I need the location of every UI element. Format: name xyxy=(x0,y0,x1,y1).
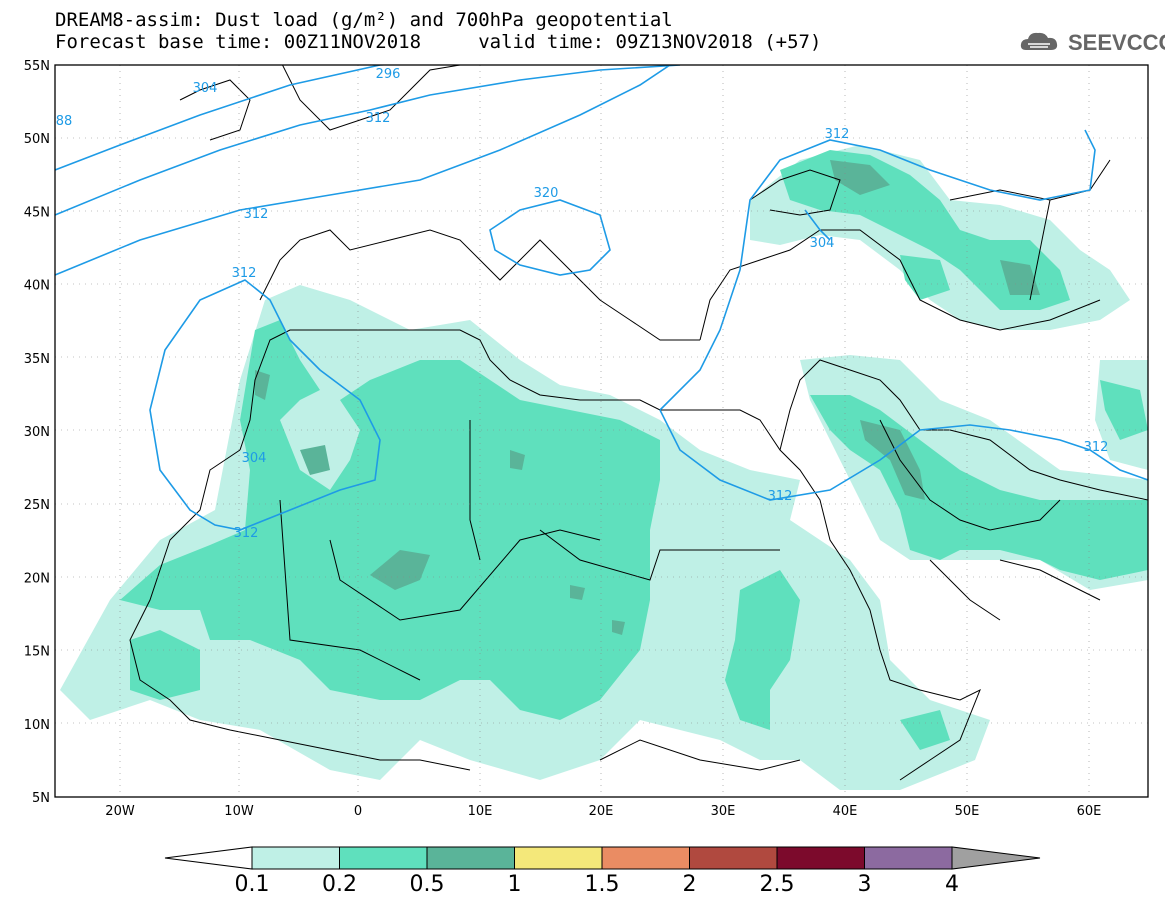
colorbar-segment xyxy=(514,846,603,870)
contour-label: 312 xyxy=(234,526,259,541)
lat-label: 55N xyxy=(24,59,50,74)
dust-dark xyxy=(255,160,1040,635)
lon-labels: 20W 10W 0 10E 20E 30E 40E 50E 60E xyxy=(105,804,1101,819)
lon-label: 10E xyxy=(468,804,493,819)
lat-label: 25N xyxy=(24,498,50,513)
lon-label: 0 xyxy=(354,804,362,819)
coastlines xyxy=(129,65,1148,781)
contour-label: 312 xyxy=(825,127,850,142)
contour-label: 320 xyxy=(534,186,559,201)
contour-label: 304 xyxy=(193,81,218,96)
contour-label: 304 xyxy=(242,451,267,466)
lat-labels: 55N 50N 45N 40N 35N 30N 25N 20N 15N 10N 5N xyxy=(24,59,50,806)
lon-label: 60E xyxy=(1077,804,1102,819)
lon-label: 50E xyxy=(955,804,980,819)
lat-label: 40N xyxy=(24,279,50,294)
colorbar-segment xyxy=(776,846,865,870)
contour-label: 312 xyxy=(244,207,269,222)
lon-label: 20E xyxy=(589,804,614,819)
colorbar-label: 0.1 xyxy=(234,872,270,897)
colorbar-segment xyxy=(251,846,340,870)
colorbar-label: 1 xyxy=(507,872,522,897)
colorbar-label: 3 xyxy=(857,872,872,897)
lat-label: 30N xyxy=(24,425,50,440)
contour-label: 312 xyxy=(1084,440,1109,455)
lat-label: 50N xyxy=(24,132,50,147)
contour-label: 296 xyxy=(376,67,401,82)
lon-label: 40E xyxy=(833,804,858,819)
title-line-2: Forecast base time: 00Z11NOV2018 valid t… xyxy=(55,31,822,53)
contour-label: 312 xyxy=(768,489,793,504)
colorbar-label: 4 xyxy=(945,872,959,897)
lat-label: 5N xyxy=(32,791,50,806)
colorbar-label: 0.5 xyxy=(409,872,445,897)
colorbar-over-triangle xyxy=(951,846,1041,870)
lat-label: 35N xyxy=(24,352,50,367)
contour-label: 312 xyxy=(366,111,391,126)
contour-labels: 296 304 312 312 312 320 312 304 304 312 312 312 88 xyxy=(56,67,1109,541)
colorbar-segment xyxy=(426,846,515,870)
contour-label: 312 xyxy=(232,266,257,281)
lon-label: 20W xyxy=(105,804,135,819)
colorbar-segment xyxy=(339,846,428,870)
lat-label: 15N xyxy=(24,645,50,660)
cloud-icon xyxy=(1020,32,1058,50)
colorbar-segment xyxy=(689,846,778,870)
gridlines xyxy=(55,65,1148,797)
contour-label: 304 xyxy=(810,236,835,251)
colorbar-label: 2 xyxy=(682,872,697,897)
lon-label: 10W xyxy=(224,804,254,819)
contour-label: 88 xyxy=(56,114,73,129)
title-line-1: DREAM8-assim: Dust load (g/m²) and 700hP… xyxy=(55,9,673,31)
lat-label: 45N xyxy=(24,205,50,220)
colorbar-segment xyxy=(864,846,953,870)
colorbar-label: 0.2 xyxy=(322,872,357,897)
colorbar-under-triangle xyxy=(164,846,253,870)
colorbar-label: 2.5 xyxy=(759,872,795,897)
lon-label: 30E xyxy=(711,804,736,819)
lat-label: 10N xyxy=(24,718,50,733)
colorbar-segment xyxy=(601,846,690,870)
lat-label: 20N xyxy=(24,571,50,586)
colorbar-label: 1.5 xyxy=(584,872,620,897)
geopotential-contours xyxy=(55,65,1148,531)
map-frame xyxy=(54,64,1149,798)
logo-text: SEEVCCC xyxy=(1068,30,1165,55)
